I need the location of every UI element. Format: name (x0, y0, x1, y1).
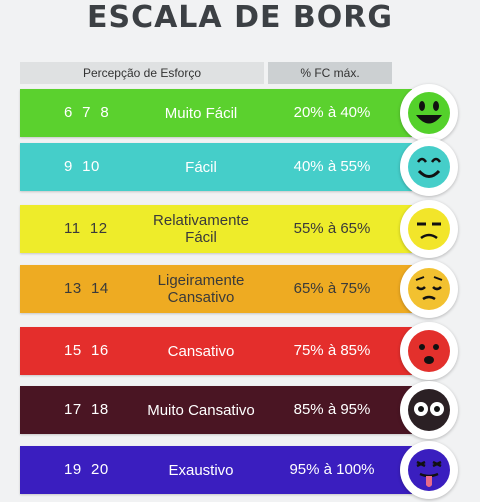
effort-label: Ligeiramente Cansativo (157, 272, 245, 306)
heart-rate-range: 85% à 95% (293, 401, 371, 418)
heart-rate-range: 40% à 55% (293, 158, 371, 175)
heart-rate-range: 55% à 65% (293, 220, 371, 237)
effort-label: Cansativo (167, 342, 235, 360)
effort-label: Relativamente Fácil (153, 212, 249, 246)
unamused-face-icon (400, 200, 458, 258)
worried-face-icon (400, 322, 458, 380)
borg-values: 9 10 (64, 158, 100, 175)
pensive-face-icon (400, 260, 458, 318)
effort-label: Muito Fácil (164, 104, 238, 122)
heart-rate-range: 20% à 40% (293, 104, 371, 121)
scale-row-easy: 9 10 Fácil 40% à 55% (20, 143, 412, 191)
heart-rate-column-header: % FC máx. (268, 62, 392, 84)
effort-label: Exaustivo (168, 461, 234, 479)
tongue-out-face-icon (400, 441, 458, 499)
borg-values: 6 7 8 (64, 104, 110, 121)
scale-row-relatively-easy: 11 12 Relativamente Fácil 55% à 65% (20, 205, 412, 253)
borg-values: 19 20 (64, 461, 109, 478)
borg-values: 15 16 (64, 342, 109, 359)
heart-rate-range: 75% à 85% (293, 342, 371, 359)
page-title: ESCALA DE BORG (86, 0, 394, 35)
wide-eyed-face-icon (400, 381, 458, 439)
scale-row-slightly-tiring: 13 14 Ligeiramente Cansativo 65% à 75% (20, 265, 412, 313)
very-happy-face-icon (400, 84, 458, 142)
borg-values: 11 12 (64, 220, 108, 237)
heart-rate-range: 95% à 100% (289, 461, 375, 478)
scale-row-tiring: 15 16 Cansativo 75% à 85% (20, 327, 412, 375)
effort-label: Muito Cansativo (147, 401, 255, 419)
scale-row-very-tiring: 17 18 Muito Cansativo 85% à 95% (20, 386, 412, 434)
smiling-face-icon (400, 138, 458, 196)
effort-label: Fácil (185, 158, 217, 176)
scale-row-exhaustive: 19 20 Exaustivo 95% à 100% (20, 446, 412, 494)
scale-row-very-easy: 6 7 8 Muito Fácil 20% à 40% (20, 89, 412, 137)
borg-values: 17 18 (64, 401, 109, 418)
effort-column-header: Percepção de Esforço (20, 62, 264, 84)
heart-rate-range: 65% à 75% (293, 280, 371, 297)
borg-values: 13 14 (64, 280, 109, 297)
